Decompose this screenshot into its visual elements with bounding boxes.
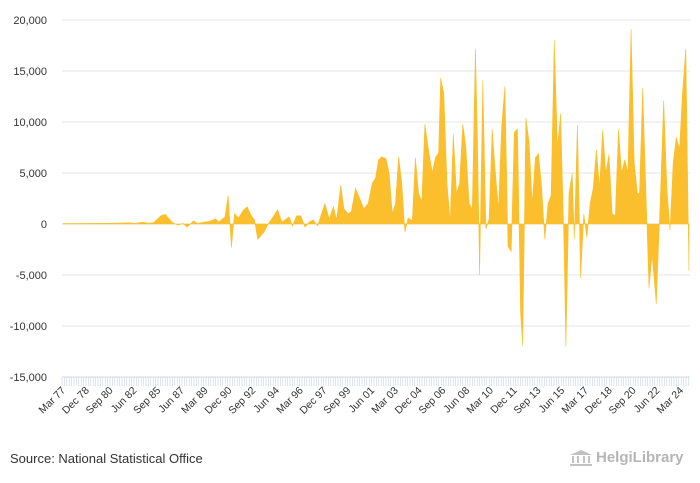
x-tick-label: Sep 85 [131,385,163,417]
x-tick-label: Mar 24 [655,385,687,417]
y-tick-label: -5,000 [16,270,47,282]
y-tick-label: 10,000 [13,117,47,129]
x-tick-label: Sep 80 [84,384,116,416]
x-axis-ticks [61,377,689,386]
source-note: Source: National Statistical Office [10,451,203,466]
x-tick-label: Sep 99 [321,385,353,417]
data-area [62,29,690,347]
y-tick-label: 15,000 [13,66,47,78]
x-tick-label: Sep 20 [607,385,639,417]
brand-logo: HelgiLibrary [570,449,684,466]
x-tick-label: Sep 13 [511,385,543,417]
chart: -15,000 -10,000 -5,000 0 5,000 10,000 15,000 20… [10,15,690,417]
library-building-icon [570,449,592,466]
x-tick-label: Sep 06 [416,385,448,417]
y-tick-label: 20,000 [13,15,47,27]
brand-name: HelgiLibrary [596,449,684,466]
x-tick-label: Sep 92 [226,385,258,417]
y-tick-label: -10,000 [10,321,47,333]
y-tick-label: 5,000 [19,168,47,180]
y-tick-label: 0 [41,219,47,231]
y-tick-label: -15,000 [10,372,47,384]
